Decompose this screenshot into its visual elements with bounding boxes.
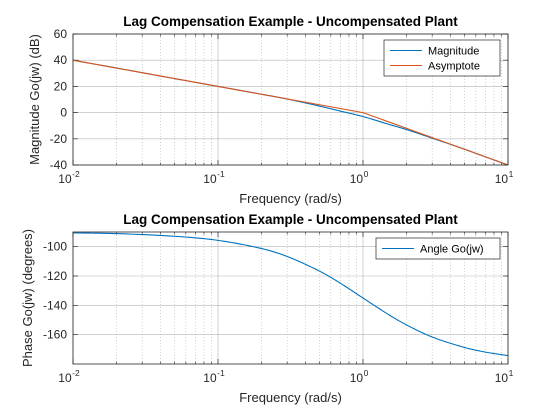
y-tick-label: -100: [43, 240, 67, 254]
y-tick-label: -120: [43, 269, 67, 283]
series-line-angle-go-jw: [72, 232, 509, 357]
y-tick-label: -160: [43, 328, 67, 342]
chart-title: Lag Compensation Example - Uncompensated…: [123, 212, 458, 227]
y-axis-label: Phase Go(jw) (degrees): [20, 229, 35, 367]
legend: Magnitude Asymptote: [383, 39, 501, 77]
x-axis-label: Frequency (rad/s): [239, 191, 342, 206]
legend-label: Magnitude: [428, 46, 479, 58]
series-line-asymptote: [72, 59, 509, 166]
y-tick-label: 0: [60, 106, 67, 120]
y-tick-label: 20: [54, 79, 68, 93]
y-tick-label: 40: [54, 53, 68, 67]
chart-title: Lag Compensation Example - Uncompensated…: [123, 14, 458, 29]
y-axis-label: Magnitude Go(jw) (dB): [27, 34, 42, 165]
legend-box: [375, 237, 501, 260]
axes-box: [72, 231, 509, 365]
y-tick-label: 60: [54, 27, 68, 41]
y-tick-label: -40: [50, 158, 68, 172]
legend: Angle Go(jw): [375, 237, 501, 260]
x-axis-label: Frequency (rad/s): [239, 390, 342, 405]
y-tick-label: -140: [43, 298, 67, 312]
legend-label: Asymptote: [428, 61, 480, 73]
axes-box: [72, 33, 509, 166]
legend-label: Angle Go(jw): [420, 244, 484, 256]
legend-box: [383, 39, 501, 77]
y-tick-label: -20: [50, 132, 68, 146]
